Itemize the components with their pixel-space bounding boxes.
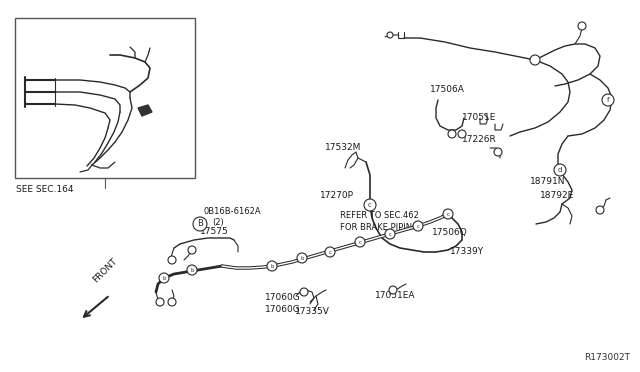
Text: c: c [328, 250, 332, 254]
Text: 17051E: 17051E [462, 113, 497, 122]
Text: SEE SEC.164: SEE SEC.164 [16, 186, 74, 195]
Text: c: c [417, 224, 419, 228]
Circle shape [297, 253, 307, 263]
Text: c: c [388, 231, 392, 237]
Text: f: f [607, 97, 609, 103]
Text: c: c [358, 240, 362, 244]
Text: 17532M: 17532M [325, 144, 362, 153]
Circle shape [494, 148, 502, 156]
Circle shape [385, 229, 395, 239]
Text: FRONT: FRONT [91, 256, 119, 284]
Circle shape [387, 32, 393, 38]
Text: 0B16B-6162A: 0B16B-6162A [204, 208, 262, 217]
Circle shape [530, 55, 540, 65]
Text: REFER TO SEC.462: REFER TO SEC.462 [340, 211, 419, 219]
Circle shape [156, 298, 164, 306]
Text: 18792E: 18792E [540, 192, 574, 201]
Circle shape [389, 286, 397, 294]
Circle shape [443, 209, 453, 219]
Text: b: b [163, 276, 166, 280]
Text: 17060G: 17060G [265, 294, 301, 302]
Text: b: b [270, 263, 274, 269]
Text: 17335V: 17335V [295, 308, 330, 317]
Text: d: d [558, 167, 562, 173]
Circle shape [578, 22, 586, 30]
Text: 17339Y: 17339Y [450, 247, 484, 257]
Circle shape [188, 246, 196, 254]
Circle shape [159, 273, 169, 283]
Text: 17226R: 17226R [462, 135, 497, 144]
Circle shape [596, 206, 604, 214]
Text: b: b [190, 267, 194, 273]
Circle shape [193, 217, 207, 231]
Circle shape [413, 221, 423, 231]
Text: 17575: 17575 [200, 228, 228, 237]
Text: 17051EA: 17051EA [375, 292, 415, 301]
Bar [15, 18, 195, 178]
Text: 17060G: 17060G [265, 305, 301, 314]
Circle shape [168, 256, 176, 264]
Text: 17270P: 17270P [320, 190, 354, 199]
Polygon shape [138, 105, 152, 116]
Text: 18791N: 18791N [530, 177, 566, 186]
Circle shape [168, 298, 176, 306]
Circle shape [325, 247, 335, 257]
Circle shape [448, 130, 456, 138]
Text: c: c [368, 202, 372, 208]
Text: B: B [197, 219, 203, 228]
Circle shape [602, 94, 614, 106]
Text: (2): (2) [212, 218, 224, 227]
Circle shape [300, 288, 308, 296]
Text: 17506Q: 17506Q [432, 228, 468, 237]
Text: 17506A: 17506A [430, 86, 465, 94]
Text: c: c [447, 212, 449, 217]
Text: b: b [300, 256, 304, 260]
Circle shape [187, 265, 197, 275]
Circle shape [458, 130, 466, 138]
Circle shape [554, 164, 566, 176]
Circle shape [364, 199, 376, 211]
Circle shape [267, 261, 277, 271]
Text: FOR BRAKE PIPING: FOR BRAKE PIPING [340, 224, 419, 232]
Circle shape [355, 237, 365, 247]
Text: R173002T: R173002T [584, 353, 630, 362]
